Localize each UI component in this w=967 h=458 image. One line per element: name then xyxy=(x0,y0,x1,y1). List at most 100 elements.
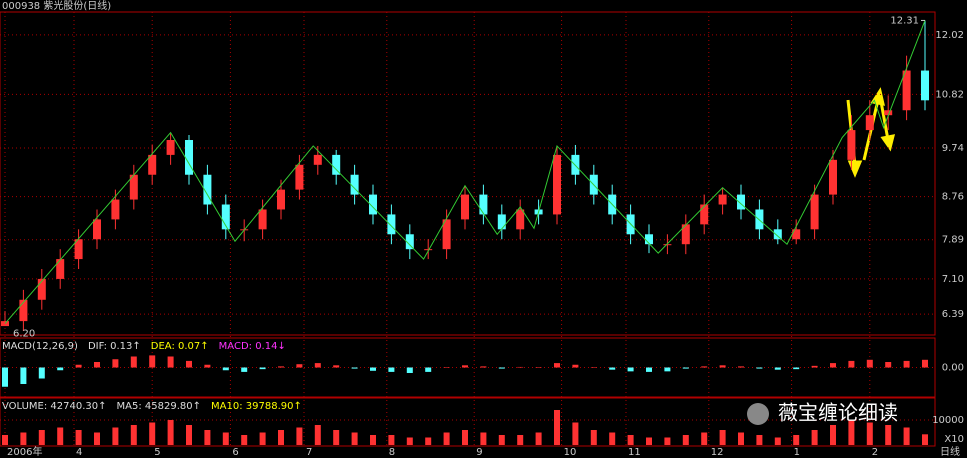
bar xyxy=(259,432,266,445)
bar xyxy=(370,367,376,371)
candle-body xyxy=(681,224,690,245)
low-label: 6.20 xyxy=(13,329,35,340)
candle-body xyxy=(921,70,929,101)
bar xyxy=(590,430,597,445)
candle-body xyxy=(313,154,322,165)
bar xyxy=(462,365,468,368)
bar xyxy=(38,367,45,379)
bar xyxy=(866,359,873,368)
candle-body xyxy=(221,204,230,230)
bar xyxy=(664,437,671,445)
bar xyxy=(922,434,928,445)
candle-body xyxy=(663,244,672,246)
bar xyxy=(590,367,597,368)
candle-body xyxy=(185,140,193,175)
bar xyxy=(682,367,689,369)
chart-title: 000938 紫光股份(日线) xyxy=(2,0,111,12)
candle-body xyxy=(56,259,65,279)
candle-body xyxy=(424,249,433,251)
macd-frame xyxy=(0,337,936,398)
y-tick-label: 8.76 xyxy=(942,192,964,203)
bar xyxy=(186,425,192,445)
candle-body xyxy=(645,234,653,245)
x-tick-label: 12 xyxy=(711,447,724,458)
bar xyxy=(517,366,524,368)
bar xyxy=(370,435,376,445)
y-tick-label: 10.82 xyxy=(935,89,964,100)
candle-body xyxy=(700,204,709,225)
y-tick-label: 10000 xyxy=(932,415,964,426)
bar xyxy=(333,365,340,368)
high-label: 12.31 xyxy=(890,15,919,26)
bar xyxy=(443,367,450,368)
bar xyxy=(241,435,248,445)
bar xyxy=(130,356,137,368)
x-tick-label: 5 xyxy=(154,447,160,458)
bar xyxy=(2,435,8,445)
volume-frame xyxy=(0,397,936,447)
bar xyxy=(20,367,27,384)
bar xyxy=(480,432,487,445)
bar xyxy=(793,367,800,370)
candle-body xyxy=(902,70,911,111)
bar xyxy=(517,435,524,445)
candle-body xyxy=(129,174,138,200)
x-tick-label: 10 xyxy=(564,447,577,458)
x-tick-label: 2006年 xyxy=(7,445,42,458)
candle-body xyxy=(203,174,212,205)
bar xyxy=(498,367,505,369)
bar xyxy=(480,366,487,368)
bar xyxy=(204,364,211,368)
candle-body xyxy=(74,239,83,260)
bar xyxy=(498,435,505,445)
bar xyxy=(149,422,156,445)
candle-body xyxy=(847,130,856,160)
bar xyxy=(333,430,340,445)
bar xyxy=(406,437,413,445)
bar xyxy=(241,367,248,372)
bar xyxy=(572,364,579,368)
bar xyxy=(167,420,174,445)
bar xyxy=(388,435,395,445)
bar xyxy=(351,367,358,369)
bar xyxy=(112,359,119,368)
bar xyxy=(903,427,910,445)
y-tick-label: 7.89 xyxy=(942,235,964,246)
bar xyxy=(130,425,137,445)
y-tick-label: 6.39 xyxy=(942,309,964,320)
candle-body xyxy=(442,219,451,250)
bar xyxy=(167,356,174,368)
bar xyxy=(186,360,192,368)
x-tick-label: 6 xyxy=(232,447,238,458)
legend-text: MA10: 39788.90↑ xyxy=(211,401,302,412)
bar xyxy=(664,367,671,372)
x-tick-label: 9 xyxy=(476,447,482,458)
bar xyxy=(94,432,100,445)
bar xyxy=(885,362,892,368)
candle-body xyxy=(405,234,414,250)
legend-text: MACD(12,26,9) xyxy=(2,341,78,352)
bar xyxy=(701,366,708,368)
bar xyxy=(554,363,560,368)
candle-body xyxy=(111,199,120,220)
bar xyxy=(756,367,763,369)
bar xyxy=(830,425,836,445)
period-label: 日线 xyxy=(940,445,960,458)
legend-text: MACD: 0.14↓ xyxy=(219,341,286,352)
candle-body xyxy=(737,194,745,210)
candle-body xyxy=(277,189,285,210)
bar xyxy=(222,432,229,445)
x-tick-label: 11 xyxy=(628,447,641,458)
x-tick-label: 7 xyxy=(306,447,312,458)
unit-label: X10 xyxy=(944,434,964,445)
bar xyxy=(314,425,321,445)
bar xyxy=(774,367,781,370)
bar xyxy=(848,360,855,368)
bar xyxy=(112,427,119,445)
bar xyxy=(443,432,450,445)
bar xyxy=(609,367,616,370)
legend-text: DIF: 0.13↑ xyxy=(88,341,141,352)
bar xyxy=(20,432,27,445)
